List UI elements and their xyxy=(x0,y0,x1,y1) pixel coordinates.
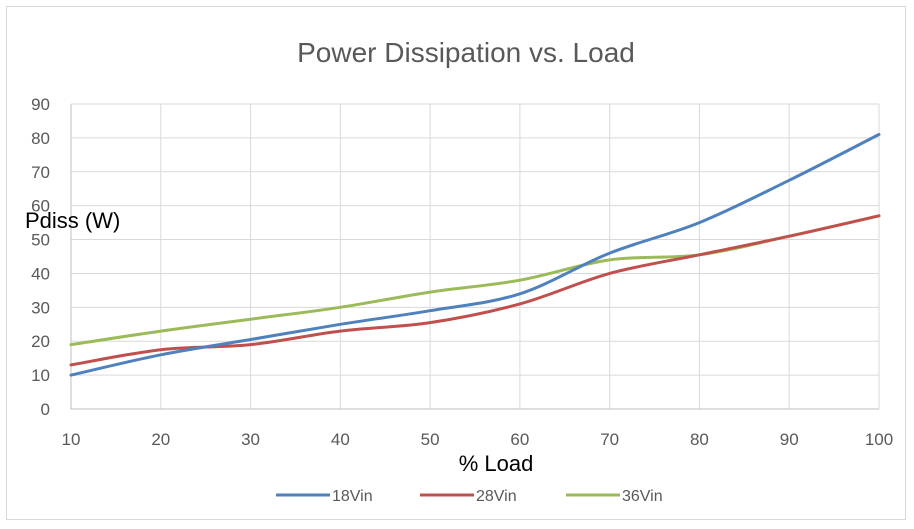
y-tick-label: 30 xyxy=(31,298,50,317)
y-tick-label: 70 xyxy=(31,163,50,182)
y-tick-label: 60 xyxy=(31,197,50,216)
legend-label: 36Vin xyxy=(622,488,663,505)
x-axis-label: % Load xyxy=(459,451,534,476)
x-axis-ticks: 10 20 30 40 50 60 70 80 90 100 xyxy=(62,430,894,449)
x-tick-label: 100 xyxy=(865,430,893,449)
y-tick-label: 80 xyxy=(31,129,50,148)
x-tick-label: 90 xyxy=(780,430,799,449)
legend-item-18vin: 18Vin xyxy=(276,488,373,505)
y-axis-label: Pdiss (W) xyxy=(25,208,120,233)
series-lines xyxy=(69,133,881,377)
x-tick-label: 60 xyxy=(510,430,529,449)
chart-title: Power Dissipation vs. Load xyxy=(297,37,635,68)
x-tick-label: 10 xyxy=(62,430,81,449)
x-tick-label: 80 xyxy=(690,430,709,449)
y-tick-label: 50 xyxy=(31,231,50,250)
y-tick-label: 0 xyxy=(41,400,50,419)
y-tick-label: 90 xyxy=(31,95,50,114)
x-tick-label: 40 xyxy=(331,430,350,449)
x-tick-label: 50 xyxy=(421,430,440,449)
legend-label: 28Vin xyxy=(476,488,517,505)
legend-label: 18Vin xyxy=(332,488,373,505)
chart-border xyxy=(6,6,906,520)
y-tick-label: 20 xyxy=(31,332,50,351)
x-tick-label: 70 xyxy=(600,430,619,449)
legend-item-36vin: 36Vin xyxy=(566,488,663,505)
grid-lines xyxy=(70,103,880,410)
legend-item-28vin: 28Vin xyxy=(420,488,517,505)
series-line-18vin xyxy=(69,133,881,377)
x-tick-label: 30 xyxy=(241,430,260,449)
y-axis-ticks: 0 10 20 30 40 50 60 70 80 90 xyxy=(31,95,50,419)
y-tick-label: 10 xyxy=(31,366,50,385)
y-tick-label: 40 xyxy=(31,264,50,283)
x-tick-label: 20 xyxy=(151,430,170,449)
legend: 18Vin 28Vin 36Vin xyxy=(276,488,663,505)
